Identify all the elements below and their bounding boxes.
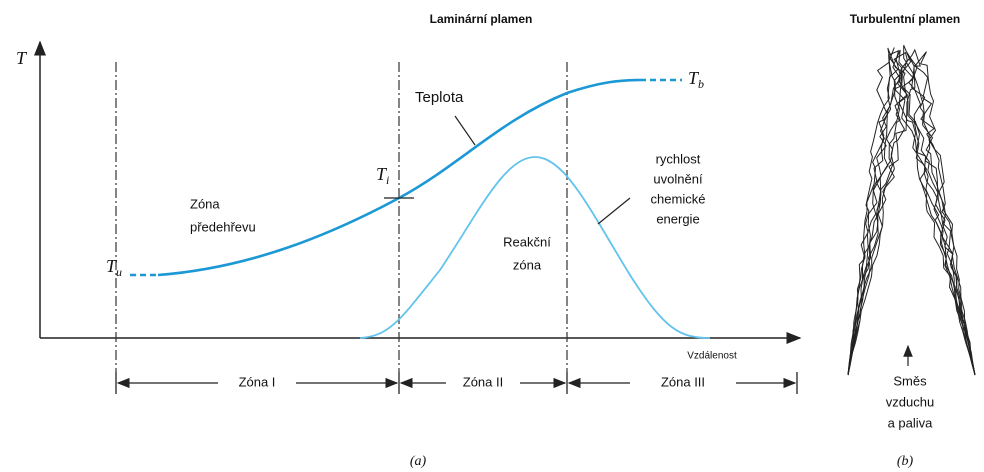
preheat-label: Zóna — [190, 196, 220, 211]
symbol: T — [376, 164, 388, 184]
caption: (b) — [897, 454, 914, 469]
flame-strand — [847, 51, 976, 376]
axes — [34, 40, 802, 344]
ti-label: Ti — [376, 164, 389, 187]
preheat-label: předehřevu — [190, 219, 256, 234]
pointer — [454, 115, 476, 146]
subscript: b — [698, 77, 704, 91]
zone-label: Zóna II — [463, 374, 503, 389]
tu-label: Tu — [106, 256, 122, 279]
energy-label: chemické — [651, 191, 706, 206]
symbol: T — [688, 68, 700, 88]
mixture-label: Směs — [893, 373, 927, 388]
x-axis-label: Vzdálenost — [687, 351, 737, 362]
flame-strand — [847, 52, 976, 376]
pointer — [597, 197, 631, 225]
y-axis-label: T — [16, 48, 28, 68]
mixture-label: a paliva — [888, 415, 934, 430]
energy-label: energie — [656, 211, 699, 226]
zone-dividers — [115, 62, 568, 372]
reaction-label: Reakční — [503, 234, 551, 249]
energy-label: rychlost — [656, 151, 701, 166]
temperature-label: Teplota — [415, 89, 464, 106]
subscript: i — [386, 173, 389, 187]
zone-label: Zóna III — [661, 374, 705, 389]
reaction-label: zóna — [513, 257, 542, 272]
title-turbulent: Turbulentní plamen — [850, 12, 960, 26]
flame-strand — [847, 47, 976, 376]
flame-strand — [847, 47, 976, 376]
flame-strand — [847, 49, 976, 376]
subscript: u — [116, 265, 122, 279]
flame-strand — [847, 45, 976, 376]
turbulent-flame — [847, 45, 976, 376]
flame-strand — [847, 51, 976, 376]
energy-label: uvolnění — [653, 171, 703, 186]
zone-label: Zóna I — [239, 374, 276, 389]
flame-strand — [847, 48, 976, 376]
temperature-curve — [130, 78, 682, 277]
zone-row — [115, 372, 798, 394]
reaction-curve — [359, 156, 711, 339]
caption: (a) — [410, 454, 427, 469]
flame-strand — [847, 49, 976, 376]
symbol: T — [106, 256, 118, 276]
mixture-label: vzduchu — [886, 394, 934, 409]
tb-label: Tb — [688, 68, 704, 91]
title-laminar: Laminární plamen — [430, 12, 533, 26]
